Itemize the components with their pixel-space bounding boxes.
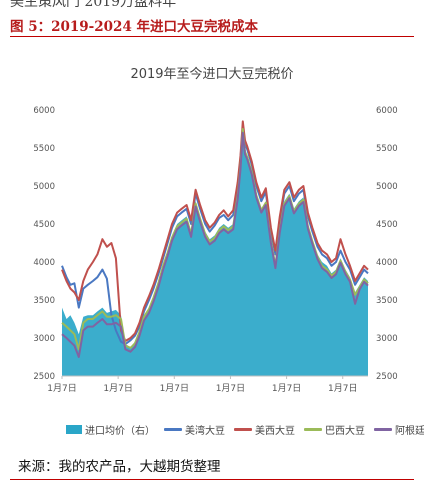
x-tick-label-3: 1月7日 [216, 383, 245, 394]
page-top-fragment: 美主策风门 2019万盘料年 [10, 0, 177, 10]
axes-layer: 2500 3000 3500 4000 4500 5000 5500 6000 2500 3000… [33, 106, 397, 394]
series-area-0 [62, 125, 368, 376]
y-tick-label-right-3: 4000 [376, 258, 398, 268]
line-series-layer [61, 120, 369, 358]
y-tick-label-right-2: 3500 [376, 296, 398, 306]
series-line-4 [61, 131, 369, 358]
source-note: 来源：我的农产品，大越期货整理 [18, 459, 221, 475]
x-tick-label-4: 1月7日 [272, 383, 301, 394]
legend-swatch-4 [374, 428, 392, 431]
area-series-layer [62, 125, 368, 376]
legend-item-4: 阿根廷大豆 [374, 422, 424, 437]
y-tick-label-right-6: 5500 [376, 144, 398, 154]
series-line-2 [61, 120, 369, 342]
bottom-divider [10, 479, 414, 480]
y-tick-label-left-3: 4000 [33, 258, 55, 268]
figure-title: 图 5：2019-2024 年进口大豆完税成本 [10, 19, 259, 35]
legend-label-1: 美湾大豆 [185, 426, 225, 437]
y-tick-label-right-0: 2500 [376, 372, 398, 382]
y-tick-label-left-0: 2500 [33, 372, 55, 382]
y-tick-label-left-4: 4500 [33, 220, 55, 230]
y-tick-label-right-4: 4500 [376, 220, 398, 230]
y-tick-label-right-5: 5000 [376, 182, 398, 192]
y-tick-label-left-7: 6000 [33, 106, 55, 116]
chart-title: 2019年至今进口大豆完税价 [130, 66, 293, 82]
legend-item-3: 巴西大豆 [304, 422, 365, 437]
legend-swatch-3 [304, 428, 322, 431]
y-tick-label-right-1: 3000 [376, 334, 398, 344]
y-tick-label-right-7: 6000 [376, 106, 398, 116]
legend-swatch-1 [164, 428, 182, 431]
x-tick-label-5: 1月7日 [328, 383, 357, 394]
import-soybean-cost-chart: 2019年至今进口大豆完税价 2500 3000 3500 4000 4500 5000 5… [33, 66, 397, 394]
x-tick-label-0: 1月7日 [47, 383, 76, 394]
x-tick-label-1: 1月7日 [103, 383, 132, 394]
x-tick-label-2: 1月7日 [160, 383, 189, 394]
legend-swatch-0 [66, 425, 82, 434]
legend-item-0: 进口均价（右） [66, 422, 155, 437]
legend-item-1: 美湾大豆 [164, 422, 225, 437]
y-tick-label-left-5: 5000 [33, 182, 55, 192]
y-tick-label-left-2: 3500 [33, 296, 55, 306]
legend-swatch-2 [234, 428, 252, 431]
y-tick-label-left-1: 3000 [33, 334, 55, 344]
legend-label-3: 巴西大豆 [325, 426, 365, 437]
title-divider [10, 36, 414, 37]
legend-item-2: 美西大豆 [234, 422, 295, 437]
series-line-1 [61, 124, 369, 346]
legend-label-0: 进口均价（右） [85, 426, 155, 437]
y-tick-label-left-6: 5500 [33, 144, 55, 154]
chart-legend: 进口均价（右） 美湾大豆 美西大豆 巴西大豆 阿根廷大豆 [66, 422, 424, 437]
legend-label-4: 阿根廷大豆 [395, 426, 424, 437]
legend-label-2: 美西大豆 [255, 426, 295, 437]
